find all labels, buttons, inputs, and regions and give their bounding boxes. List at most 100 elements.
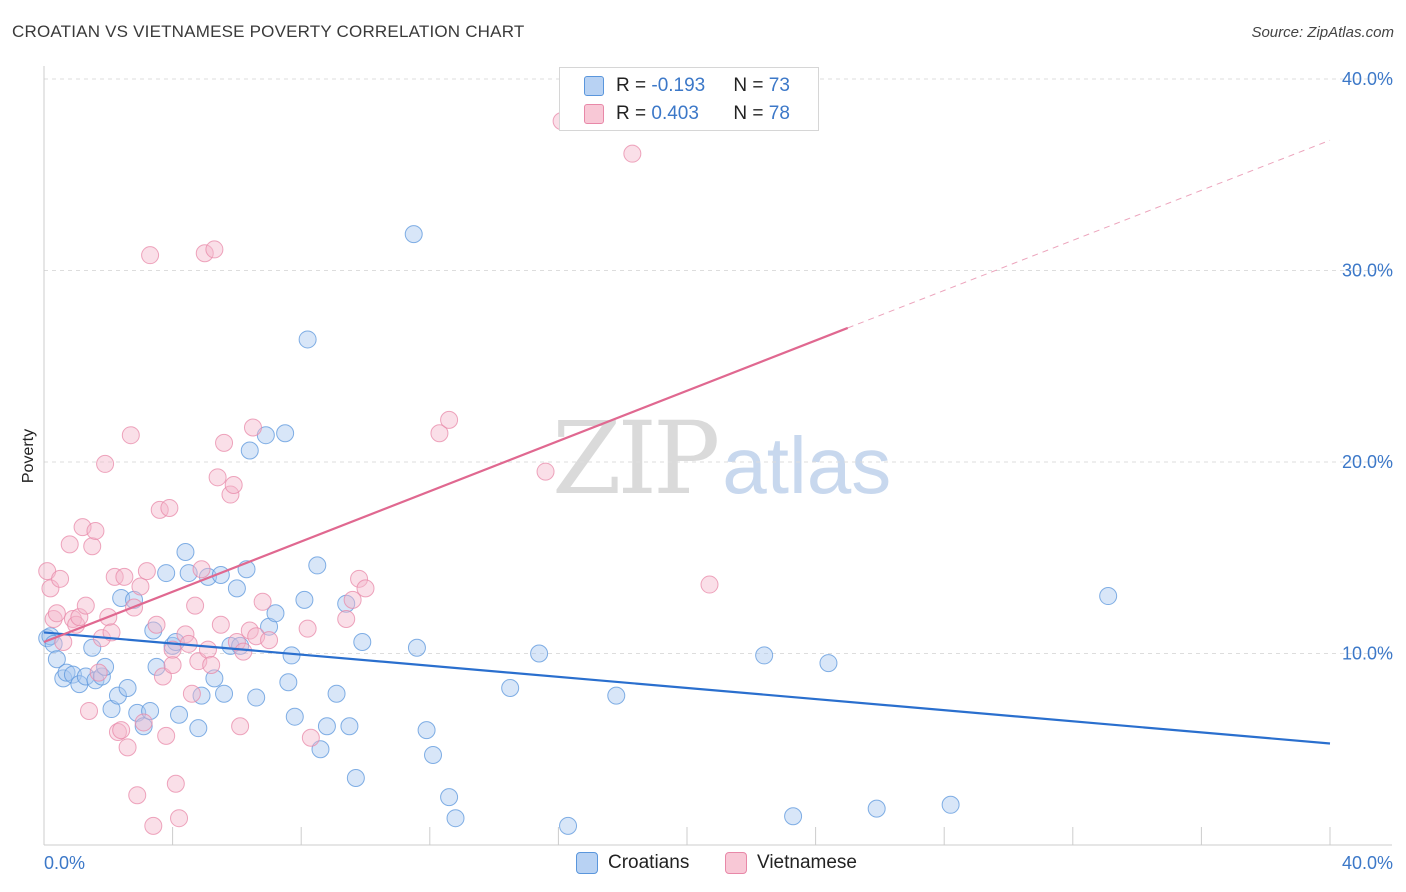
point-vietnamese bbox=[301, 728, 320, 747]
point-vietnamese bbox=[102, 623, 121, 642]
point-vietnamese bbox=[623, 144, 642, 163]
point-vietnamese bbox=[260, 631, 279, 650]
point-vietnamese bbox=[86, 521, 105, 540]
point-vietnamese bbox=[134, 713, 153, 732]
trend-line-vietnamese-extension bbox=[847, 139, 1331, 329]
point-vietnamese bbox=[337, 610, 356, 629]
point-vietnamese bbox=[44, 610, 63, 629]
point-vietnamese bbox=[227, 633, 246, 652]
point-croatians bbox=[134, 717, 153, 736]
source-label: Source: ZipAtlas.com bbox=[1251, 24, 1394, 41]
point-vietnamese bbox=[211, 615, 230, 634]
point-vietnamese bbox=[343, 590, 362, 609]
point-croatians bbox=[404, 225, 423, 244]
point-croatians bbox=[276, 424, 295, 443]
point-vietnamese bbox=[89, 663, 108, 682]
point-croatians bbox=[941, 795, 960, 814]
point-vietnamese bbox=[231, 717, 250, 736]
point-vietnamese bbox=[115, 567, 134, 586]
point-vietnamese bbox=[163, 655, 182, 674]
point-vietnamese bbox=[41, 579, 60, 598]
legend-label-croatians: Croatians bbox=[608, 852, 690, 873]
legend-r-label: R = bbox=[616, 103, 652, 124]
point-croatians bbox=[247, 688, 266, 707]
point-croatians bbox=[317, 717, 336, 736]
point-vietnamese bbox=[63, 610, 82, 629]
point-croatians bbox=[311, 740, 330, 759]
legend-item-croatians[interactable]: Croatians bbox=[576, 852, 689, 874]
point-vietnamese bbox=[186, 596, 205, 615]
legend-n-label: N = bbox=[733, 75, 769, 96]
trend-line-vietnamese bbox=[43, 326, 849, 644]
legend-row-vietnamese: R = 0.403 N = 78 bbox=[584, 102, 790, 126]
point-croatians bbox=[170, 705, 189, 724]
point-croatians bbox=[215, 684, 234, 703]
point-croatians bbox=[266, 604, 285, 623]
point-vietnamese bbox=[166, 774, 185, 793]
legend-swatch-vietnamese bbox=[725, 852, 747, 874]
point-vietnamese bbox=[221, 485, 240, 504]
stats-legend: R = -0.193 N = 73 R = 0.403 N = 78 bbox=[559, 67, 819, 131]
y-tick-label: 30.0% bbox=[1342, 261, 1393, 281]
point-croatians bbox=[407, 638, 426, 657]
point-vietnamese bbox=[128, 786, 147, 805]
point-vietnamese bbox=[118, 738, 137, 757]
point-vietnamese bbox=[141, 246, 160, 265]
point-croatians bbox=[559, 816, 578, 835]
point-vietnamese bbox=[182, 684, 201, 703]
point-croatians bbox=[227, 579, 246, 598]
point-vietnamese bbox=[108, 723, 127, 742]
point-vietnamese bbox=[160, 498, 179, 517]
point-croatians bbox=[784, 807, 803, 826]
point-croatians bbox=[108, 686, 127, 705]
point-croatians bbox=[205, 669, 224, 688]
point-vietnamese bbox=[96, 454, 115, 473]
x-tick-label: 40.0% bbox=[1342, 853, 1393, 873]
point-croatians bbox=[501, 678, 520, 697]
point-vietnamese bbox=[215, 433, 234, 452]
trend-lines bbox=[43, 139, 1331, 745]
point-vietnamese bbox=[298, 619, 317, 638]
point-croatians bbox=[424, 745, 443, 764]
legend-item-vietnamese[interactable]: Vietnamese bbox=[725, 852, 857, 874]
point-vietnamese bbox=[234, 642, 253, 661]
point-vietnamese bbox=[350, 569, 369, 588]
point-vietnamese bbox=[51, 569, 70, 588]
y-tick-label: 40.0% bbox=[1342, 69, 1393, 89]
point-croatians bbox=[755, 646, 774, 665]
point-croatians bbox=[189, 719, 208, 738]
point-croatians bbox=[819, 654, 838, 673]
point-vietnamese bbox=[121, 426, 140, 445]
point-croatians bbox=[346, 768, 365, 787]
legend-n-value: 78 bbox=[768, 103, 790, 124]
point-croatians bbox=[440, 788, 459, 807]
point-croatians bbox=[285, 707, 304, 726]
point-croatians bbox=[57, 663, 76, 682]
point-croatians bbox=[298, 330, 317, 349]
point-vietnamese bbox=[356, 579, 375, 598]
y-axis-label: Poverty bbox=[20, 429, 37, 483]
point-vietnamese bbox=[192, 560, 211, 579]
point-vietnamese bbox=[112, 721, 131, 740]
x-tick-label: 0.0% bbox=[44, 853, 85, 873]
point-croatians bbox=[340, 717, 359, 736]
point-croatians bbox=[176, 543, 195, 562]
y-tick-label: 10.0% bbox=[1342, 644, 1393, 664]
legend-swatch-croatians bbox=[576, 852, 598, 874]
point-croatians bbox=[240, 441, 259, 460]
point-croatians bbox=[295, 590, 314, 609]
point-croatians bbox=[141, 701, 160, 720]
point-vietnamese bbox=[147, 615, 166, 634]
data-points bbox=[38, 106, 1118, 835]
point-croatians bbox=[446, 809, 465, 828]
point-vietnamese bbox=[198, 640, 217, 659]
legend-r-value: -0.193 bbox=[651, 75, 706, 96]
point-vietnamese bbox=[170, 809, 189, 828]
point-vietnamese bbox=[153, 667, 172, 686]
point-croatians bbox=[607, 686, 626, 705]
legend-swatch-vietnamese bbox=[584, 104, 604, 124]
y-tick-label: 20.0% bbox=[1342, 452, 1393, 472]
point-croatians bbox=[83, 638, 102, 657]
point-vietnamese bbox=[243, 418, 262, 437]
